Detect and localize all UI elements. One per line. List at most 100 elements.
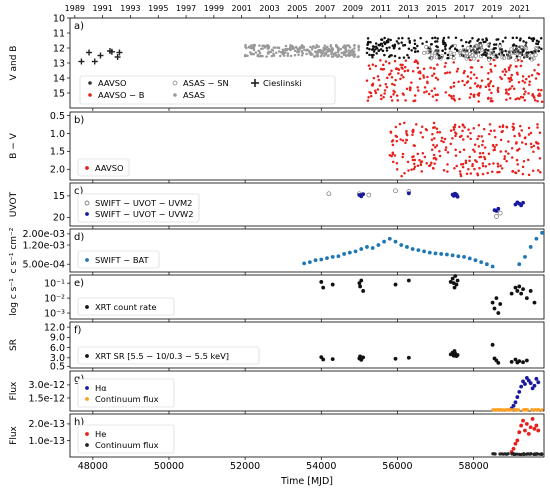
data-point <box>470 53 475 58</box>
data-point <box>534 236 539 241</box>
data-point <box>379 59 382 62</box>
data-point <box>407 47 411 50</box>
data-point <box>391 143 395 147</box>
series-continuum-flux <box>491 452 544 457</box>
data-point <box>397 42 400 45</box>
data-point <box>416 86 419 89</box>
data-point <box>481 164 485 168</box>
data-point <box>431 95 435 98</box>
y-tick-label: 13 <box>53 58 65 69</box>
data-point <box>489 51 494 55</box>
data-point <box>500 55 505 60</box>
data-point <box>410 168 413 171</box>
data-point <box>532 150 535 154</box>
data-point <box>522 452 526 457</box>
data-point <box>434 145 437 149</box>
data-point <box>376 243 381 247</box>
data-point <box>521 408 525 412</box>
data-point <box>372 53 375 57</box>
data-point <box>462 148 466 151</box>
data-point <box>488 123 492 126</box>
data-point <box>453 123 457 127</box>
data-point <box>413 158 417 162</box>
data-point <box>435 40 439 43</box>
data-point <box>326 45 329 49</box>
data-point <box>347 250 352 255</box>
series-asas-sn <box>422 43 540 62</box>
data-point <box>343 51 347 54</box>
data-point <box>496 90 500 93</box>
data-point <box>465 46 470 51</box>
data-point <box>419 131 423 134</box>
data-point <box>536 126 539 129</box>
data-point <box>505 125 508 129</box>
data-point <box>540 47 543 51</box>
data-point <box>399 63 402 66</box>
data-point <box>418 77 422 80</box>
data-point <box>519 423 524 428</box>
y-tick-label: 10⁻¹ <box>44 278 65 289</box>
data-point <box>390 75 394 79</box>
data-point <box>430 161 433 164</box>
data-point <box>523 99 526 102</box>
data-point <box>504 150 508 153</box>
data-point <box>520 129 524 132</box>
data-point <box>524 296 529 300</box>
data-point <box>508 96 512 100</box>
legend-marker <box>85 443 89 447</box>
data-point <box>297 50 301 53</box>
data-point <box>385 49 389 52</box>
data-point <box>376 88 380 91</box>
data-point <box>321 357 326 362</box>
data-point <box>426 75 429 79</box>
data-point <box>523 382 527 386</box>
data-point <box>312 44 315 48</box>
data-point <box>536 72 539 75</box>
data-point <box>306 48 309 51</box>
data-point <box>444 72 447 75</box>
data-point <box>488 88 491 92</box>
data-point <box>410 247 415 251</box>
data-point <box>411 133 414 136</box>
bottom-mjd-axis: 48000 50000 52000 54000 56000 58000 Time [MJD] <box>78 461 489 487</box>
data-point <box>453 99 457 102</box>
data-point <box>534 423 539 428</box>
data-point <box>467 256 472 261</box>
data-point <box>469 172 473 175</box>
data-point <box>535 46 540 51</box>
data-point <box>444 148 447 152</box>
data-point <box>401 152 405 156</box>
data-point <box>469 77 473 80</box>
data-point <box>373 48 377 51</box>
data-point <box>521 96 525 99</box>
data-point <box>401 36 404 40</box>
data-point <box>393 83 396 87</box>
data-point <box>353 47 356 50</box>
data-point <box>448 93 451 97</box>
legend-marker <box>85 354 89 358</box>
data-point <box>271 49 275 52</box>
y-tick-label: 20 <box>53 213 65 224</box>
data-point <box>503 68 507 71</box>
data-point <box>365 245 369 249</box>
data-point <box>325 47 328 51</box>
data-point <box>523 428 527 433</box>
data-point <box>423 155 427 159</box>
data-point <box>248 46 252 50</box>
data-point <box>359 278 364 283</box>
data-point <box>336 55 339 58</box>
data-point <box>426 81 429 85</box>
data-point <box>330 254 335 259</box>
data-point <box>461 129 464 133</box>
data-point <box>252 46 256 50</box>
data-point <box>476 172 479 175</box>
data-point <box>510 78 513 82</box>
data-point <box>404 141 407 144</box>
data-point <box>522 87 526 90</box>
data-point <box>244 53 247 57</box>
legend-label: AAVSO <box>98 78 127 88</box>
data-point <box>432 167 435 170</box>
data-point <box>501 70 505 73</box>
data-point <box>448 50 453 55</box>
data-point <box>393 188 398 194</box>
